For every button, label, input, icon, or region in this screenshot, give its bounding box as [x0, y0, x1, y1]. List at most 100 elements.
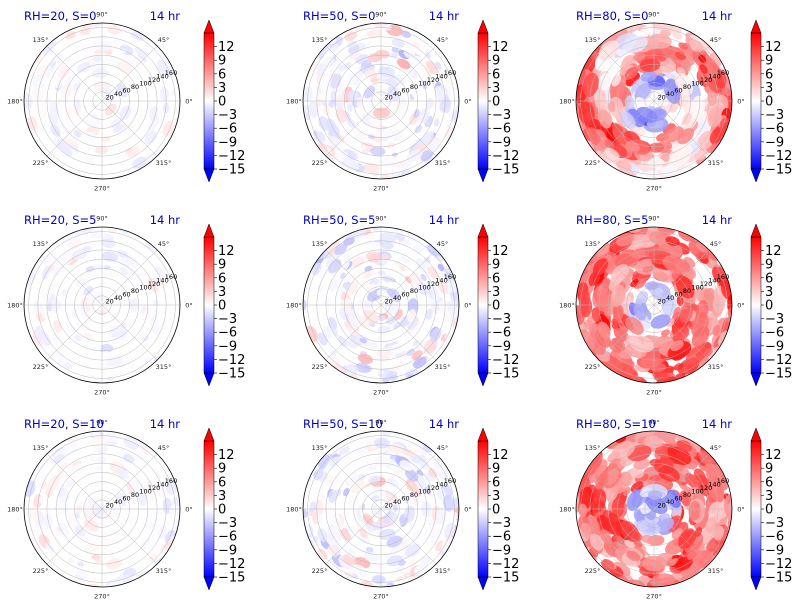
colorbar-tick-label: 9: [492, 54, 500, 69]
colorbar-extend-min: [477, 372, 489, 387]
radial-tick-label: 60: [674, 495, 682, 503]
colorbar-tick-label: 9: [765, 462, 773, 477]
colorbar-tick-label: −9: [492, 339, 511, 354]
colorbar-tick-label: 6: [492, 475, 500, 490]
colorbar-tick-label: 12: [765, 448, 782, 463]
panel-time-label: 14 hr: [150, 417, 181, 431]
angle-tick-label: 45°: [710, 240, 722, 248]
radial-tick-label: 140: [156, 276, 168, 284]
colorbar-tick-label: −15: [492, 571, 519, 586]
panel-rh-50-s-5: 20 40 60 80 1001201401600°45°90°135°180°225°…: [286, 213, 519, 397]
polar-grid: [24, 431, 180, 587]
angle-tick-label: 90°: [375, 215, 387, 223]
panel-title: RH=80, S=0: [576, 9, 648, 23]
angle-tick-label: 315°: [708, 159, 724, 167]
colorbar-tick-label: 12: [492, 448, 509, 463]
colorbar-tick-label: 3: [765, 489, 773, 504]
panel-time-label: 14 hr: [429, 417, 460, 431]
polar-frame: [23, 226, 181, 384]
radial-tick-label: 80: [410, 83, 418, 91]
polar-frame: [23, 22, 181, 180]
angle-tick-labels: 0° 45° 90° 135° 180° 225° 270° 315°: [7, 11, 193, 193]
angle-tick-label: 135°: [585, 444, 601, 452]
angle-tick-label: 90°: [96, 215, 108, 223]
radial-tick-label: 160: [165, 477, 177, 485]
panel-rh-80-s-0: 20 40 60 80 1001201401600°45°90°135°180°225°…: [559, 9, 792, 193]
radial-tick-label: 140: [435, 276, 447, 284]
angle-tick-label: 315°: [435, 159, 451, 167]
colorbar-tick-label: −9: [765, 339, 784, 354]
angle-tick-label: 315°: [156, 567, 172, 575]
angle-tick-label: 315°: [435, 567, 451, 575]
angle-tick-labels: 0° 45° 90° 135° 180° 225° 270° 315°: [7, 419, 193, 601]
colorbar-tick-label: 12: [218, 40, 235, 55]
colorbar-tick-label: 6: [765, 271, 773, 286]
angle-tick-label: 135°: [585, 240, 601, 248]
colorbar-tick-label: −6: [765, 530, 784, 545]
colorbar-extend-min: [750, 576, 762, 591]
colorbar-tick-label: −12: [765, 353, 792, 368]
radial-tick-label: 160: [717, 273, 729, 281]
radial-tick-label: 160: [444, 273, 456, 281]
colorbar-tick-label: −6: [492, 530, 511, 545]
angle-tick-labels: 0° 45° 90° 135° 180° 225° 270° 315°: [559, 11, 745, 193]
radial-tick-label: 100: [418, 283, 430, 291]
angle-tick-label: 270°: [94, 593, 110, 601]
angle-tick-label: 180°: [559, 98, 575, 106]
radial-tick-label: 100: [691, 79, 703, 87]
colorbar-tick-label: −9: [218, 135, 237, 150]
colorbar-tick-label: −15: [492, 367, 519, 382]
angle-tick-labels: 0° 45° 90° 135° 180° 225° 270° 315°: [286, 215, 472, 397]
angle-tick-label: 315°: [708, 567, 724, 575]
colorbar-tick-label: 0: [492, 95, 500, 110]
colorbar-tick-label: 6: [765, 475, 773, 490]
radial-tick-label: 120: [700, 484, 712, 492]
radial-tick-label: 20: [658, 502, 666, 510]
colorbar-tick-label: 9: [492, 462, 500, 477]
angle-tick-label: 135°: [33, 240, 49, 248]
colorbar-tick-label: −3: [765, 312, 784, 327]
colorbar-tick-label: −9: [765, 135, 784, 150]
polar-frame: [23, 430, 181, 588]
radial-tick-label: 100: [139, 79, 151, 87]
colorbar-tick-label: −3: [218, 516, 237, 531]
colorbar-tick-label: 9: [218, 54, 226, 69]
angle-tick-label: 90°: [96, 11, 108, 19]
angle-tick-label: 270°: [373, 389, 389, 397]
angle-tick-label: 90°: [96, 419, 108, 427]
angle-tick-label: 225°: [312, 363, 328, 371]
polar-grid: [24, 23, 180, 179]
radial-tick-label: 80: [131, 491, 139, 499]
colorbar-extend-min: [203, 576, 215, 591]
colorbar-tick-label: −12: [492, 353, 519, 368]
colorbar-tick-label: 0: [218, 95, 226, 110]
radial-tick-label: 20: [658, 94, 666, 102]
colorbar-tick-label: −15: [492, 163, 519, 178]
colorbar-tick-label: 3: [218, 489, 226, 504]
radial-tick-label: 100: [418, 79, 430, 87]
colorbar-tick-label: −6: [218, 530, 237, 545]
polar-grid: [576, 227, 732, 383]
angle-tick-label: 180°: [286, 302, 302, 310]
radial-tick-label: 100: [139, 487, 151, 495]
colorbar-tick-label: 6: [765, 67, 773, 82]
panel-time-label: 14 hr: [702, 9, 733, 23]
radial-tick-label: 60: [401, 87, 409, 95]
radial-tick-label: 40: [114, 498, 122, 506]
polar-grid: [24, 227, 180, 383]
colorbar-gradient: [750, 32, 762, 170]
angle-tick-label: 90°: [375, 419, 387, 427]
angle-tick-label: 90°: [648, 11, 660, 19]
colorbar-tick-label: 3: [218, 285, 226, 300]
colorbar-tick-label: −15: [218, 571, 245, 586]
colorbar-gradient: [203, 236, 215, 374]
panel-title: RH=80, S=10: [576, 417, 656, 431]
